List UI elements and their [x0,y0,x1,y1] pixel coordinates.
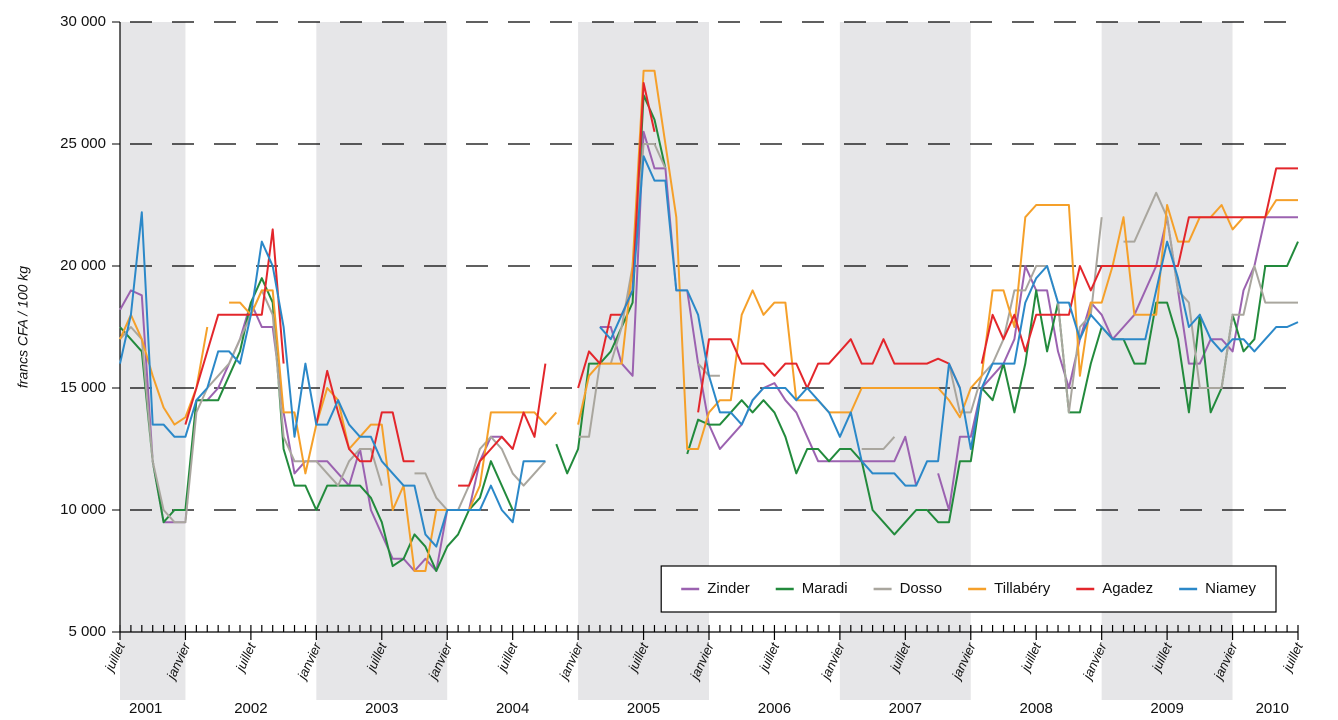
legend-label: Maradi [802,580,848,597]
y-tick-label: 5 000 [68,623,106,640]
legend-label: Niamey [1205,580,1256,597]
year-label: 2002 [234,700,267,717]
series-line [119,155,1299,548]
year-label: 2006 [758,700,791,717]
legend-label: Tillabéry [994,580,1051,597]
year-label: 2008 [1020,700,1053,717]
legend-label: Dosso [900,580,943,597]
year-label: 2003 [365,700,398,717]
y-tick-label: 20 000 [60,257,106,274]
year-band [316,22,448,700]
legend-label: Agadez [1102,580,1153,597]
series-line [184,82,1298,487]
year-label: 2007 [889,700,922,717]
year-label: 2004 [496,700,529,717]
x-tick-label: juillet [1017,639,1045,675]
legend-label: Zinder [707,580,750,597]
year-label: 2001 [129,700,162,717]
year-label: 2009 [1150,700,1183,717]
legend: Zinder Maradi Dosso Tillabéry Agadez Niamey [660,565,1277,613]
year-label: 2010 [1256,700,1289,717]
y-tick-label: 10 000 [60,501,106,518]
year-label: 2005 [627,700,660,717]
x-tick-label: juillet [1279,639,1307,675]
legend-box [660,565,1277,613]
y-tick-label: 15 000 [60,379,106,396]
y-tick-label: 30 000 [60,13,106,30]
year-band [120,22,186,700]
x-tick-label: juillet [494,639,522,675]
x-tick-label: juillet [232,639,260,675]
y-axis-label: francs CFA / 100 kg [15,266,31,388]
x-tick-label: juillet [755,639,783,675]
y-tick-label: 25 000 [60,135,106,152]
